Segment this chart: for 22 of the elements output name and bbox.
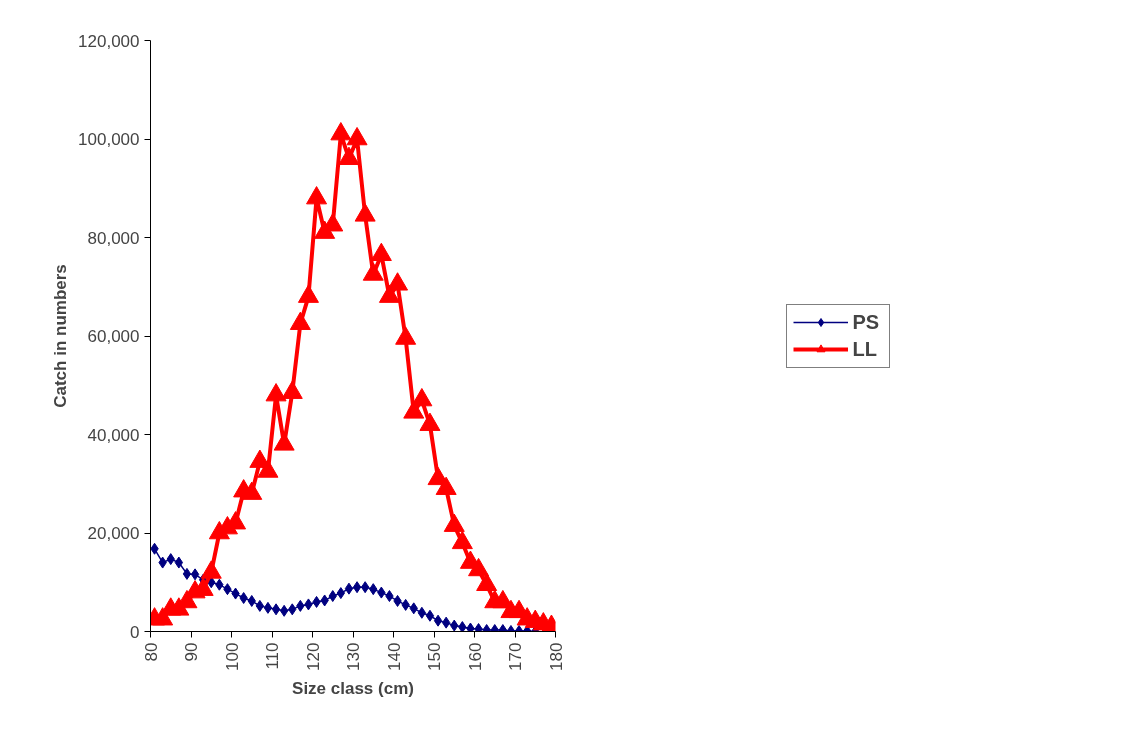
x-tick-label: 120 — [303, 642, 323, 671]
legend-label: LL — [852, 337, 878, 361]
y-tick-label: 100,000 — [78, 130, 140, 149]
y-tick-label: 60,000 — [87, 327, 140, 346]
y-tick-label: 40,000 — [87, 425, 140, 445]
x-tick-label: 180 — [546, 642, 566, 671]
x-tick-label: 80 — [141, 642, 161, 662]
y-tick-label: 0 — [130, 622, 140, 642]
x-tick-label: 100 — [222, 642, 242, 671]
y-tick-label: 20,000 — [87, 524, 140, 543]
y-axis-title: Catch in numbers — [51, 264, 71, 408]
x-tick-label: 150 — [425, 642, 444, 671]
x-tick-label: 110 — [263, 642, 282, 670]
y-tick-label: 120,000 — [78, 31, 140, 51]
x-tick-label: 140 — [384, 642, 404, 671]
x-axis-title: Size class (cm) — [292, 678, 414, 698]
legend-label: PS — [852, 310, 881, 334]
x-tick-label: 160 — [465, 642, 485, 671]
x-tick-label: 130 — [344, 642, 363, 671]
x-tick-label: 90 — [182, 642, 201, 662]
y-tick-label: 80,000 — [87, 228, 140, 248]
x-tick-label: 170 — [506, 642, 525, 671]
